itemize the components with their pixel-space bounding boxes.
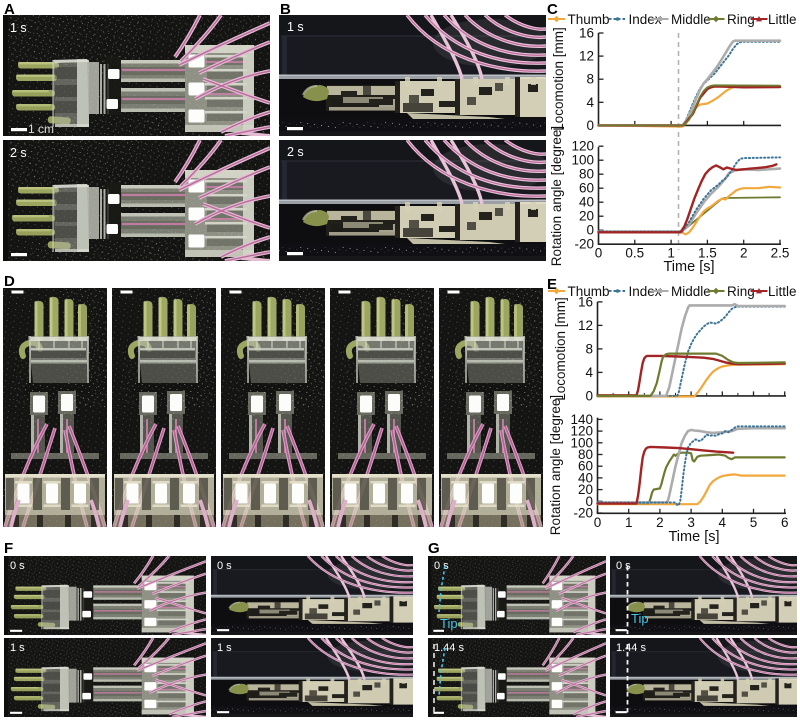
svg-text:-20: -20: [573, 506, 593, 521]
svg-text:Time [s]: Time [s]: [663, 259, 714, 275]
svg-text:16: 16: [579, 26, 594, 41]
svg-text:8: 8: [585, 341, 593, 356]
svg-text:1: 1: [625, 515, 633, 530]
svg-text:0: 0: [586, 223, 594, 238]
svg-text:80: 80: [578, 447, 593, 462]
svg-text:3: 3: [687, 515, 695, 530]
svg-text:0.5: 0.5: [625, 246, 644, 261]
svg-text:Middle: Middle: [671, 284, 711, 299]
svg-text:1: 1: [667, 246, 675, 261]
svg-text:40: 40: [578, 470, 593, 485]
svg-text:8: 8: [586, 72, 594, 87]
svg-text:Little: Little: [768, 284, 797, 299]
svg-text:Thumb: Thumb: [568, 12, 610, 27]
svg-text:12: 12: [578, 318, 593, 333]
svg-text:Little: Little: [768, 12, 797, 27]
svg-text:0: 0: [586, 118, 594, 133]
svg-text:Ring: Ring: [727, 12, 755, 27]
svg-text:Time [s]: Time [s]: [668, 529, 719, 545]
svg-text:20: 20: [579, 209, 594, 224]
svg-text:Rotation angle [degree]: Rotation angle [degree]: [548, 395, 563, 535]
svg-text:Middle: Middle: [671, 12, 711, 27]
svg-text:60: 60: [579, 181, 594, 196]
svg-text:-20: -20: [574, 237, 594, 252]
svg-text:6: 6: [781, 515, 789, 530]
svg-text:Rotation angle [degree]: Rotation angle [degree]: [549, 126, 564, 266]
svg-text:140: 140: [570, 412, 593, 427]
svg-text:Thumb: Thumb: [568, 284, 610, 299]
svg-text:2: 2: [740, 246, 748, 261]
svg-text:Locomotion [mm]: Locomotion [mm]: [553, 297, 568, 401]
svg-text:120: 120: [570, 424, 593, 439]
svg-text:4: 4: [585, 365, 593, 380]
svg-text:120: 120: [571, 139, 594, 154]
svg-text:Ring: Ring: [727, 284, 755, 299]
svg-text:40: 40: [579, 195, 594, 210]
svg-text:60: 60: [578, 459, 593, 474]
svg-text:0: 0: [594, 515, 602, 530]
svg-text:0: 0: [595, 246, 603, 261]
svg-text:5: 5: [750, 515, 758, 530]
svg-text:Locomotion [mm]: Locomotion [mm]: [551, 27, 566, 131]
svg-text:0: 0: [585, 494, 593, 509]
svg-text:Index: Index: [629, 284, 662, 299]
svg-text:4: 4: [719, 515, 727, 530]
svg-text:100: 100: [570, 435, 593, 450]
svg-text:80: 80: [579, 167, 594, 182]
svg-text:1.5: 1.5: [698, 246, 717, 261]
svg-text:2: 2: [656, 515, 664, 530]
svg-text:Index: Index: [629, 12, 662, 27]
svg-text:20: 20: [578, 482, 593, 497]
svg-text:2.5: 2.5: [771, 246, 790, 261]
svg-text:0: 0: [585, 388, 593, 403]
svg-text:16: 16: [578, 294, 593, 309]
svg-text:4: 4: [586, 95, 594, 110]
svg-text:12: 12: [579, 49, 594, 64]
svg-text:100: 100: [571, 153, 594, 168]
